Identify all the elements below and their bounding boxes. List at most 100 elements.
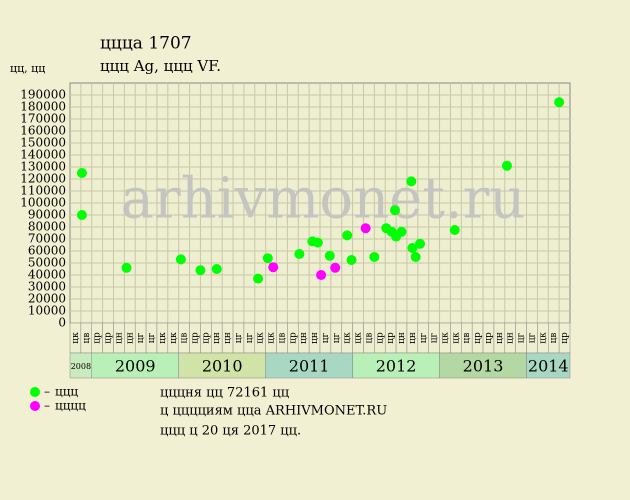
watermark: arhivmonet.ru [121, 167, 526, 232]
x-tick-label: цв [462, 333, 472, 344]
data-point [76, 210, 87, 220]
data-point [396, 226, 407, 237]
data-point [312, 237, 323, 248]
year-label: 2013 [463, 357, 504, 376]
y-tick-label: 170000 [20, 112, 66, 126]
data-point [346, 255, 357, 265]
data-point [262, 253, 273, 264]
x-tick-label: цк [158, 332, 168, 344]
x-tick-label: цн [506, 332, 516, 344]
x-tick-label: цр [201, 332, 211, 344]
x-tick-label: цн [310, 332, 320, 344]
data-point [369, 252, 380, 262]
y-tick-label: 180000 [20, 100, 66, 114]
x-tick-label: цк [71, 332, 81, 344]
data-point [316, 270, 327, 280]
data-point [554, 97, 565, 108]
y-tick-label: 130000 [20, 160, 66, 174]
x-tick-label: цн [114, 332, 124, 344]
y-tick-label: 30000 [28, 280, 66, 294]
x-tick-label: цн [408, 332, 418, 344]
data-point [360, 223, 371, 234]
x-tick-label: цг [419, 332, 429, 343]
x-tick-label: цк [267, 332, 277, 344]
data-point [390, 205, 400, 216]
y-tick-label: 70000 [28, 232, 66, 246]
x-tick-label: цк [169, 332, 179, 344]
legend-label: ццц [55, 385, 78, 399]
x-tick-label: цр [386, 332, 396, 344]
y-tick-label: 160000 [20, 124, 66, 138]
data-point [407, 243, 418, 253]
x-tick-label: цн [495, 332, 505, 344]
data-point [175, 254, 186, 265]
x-tick-label: цв [82, 333, 92, 344]
x-tick-label: цр [288, 332, 298, 344]
legend-marker [30, 387, 40, 397]
x-tick-label: цн [125, 332, 135, 344]
year-label: 2009 [115, 357, 156, 376]
data-point [294, 249, 305, 259]
chart-subtitle: ццц Ag, ццц VF. [100, 57, 221, 75]
legend-label: цццц [55, 399, 86, 413]
y-tick-label: 40000 [28, 268, 66, 282]
x-tick-label: цк [538, 332, 548, 344]
x-tick-label: цр [560, 332, 570, 344]
x-tick-label: цр [473, 332, 483, 344]
x-tick-label: цг [234, 332, 244, 343]
y-tick-label: 120000 [20, 172, 66, 186]
data-point [330, 262, 341, 273]
x-tick-label: цг [527, 332, 537, 343]
legend-dash: – [44, 385, 50, 399]
y-tick-label: 50000 [28, 256, 66, 270]
data-point [195, 265, 206, 276]
chart-title: ццца 1707 [100, 34, 192, 54]
x-tick-label: цв [364, 333, 374, 344]
data-point [501, 160, 512, 171]
data-point [410, 252, 421, 262]
data-point [253, 273, 264, 284]
year-band [439, 352, 527, 379]
year-band [352, 352, 440, 379]
year-band [526, 352, 571, 379]
x-tick-label: цг [430, 332, 440, 343]
x-tick-label: цр [375, 332, 385, 344]
x-tick-label: цк [354, 332, 364, 344]
data-point [121, 262, 132, 273]
x-tick-label: цг [321, 332, 331, 343]
y-tick-label: 90000 [28, 208, 66, 222]
year-band [91, 352, 179, 379]
year-label: 2014 [528, 357, 569, 376]
x-tick-label: цк [256, 332, 266, 344]
year-label: 2011 [289, 357, 330, 376]
y-tick-label: 140000 [20, 148, 66, 162]
year-label: 2008 [71, 362, 91, 371]
data-point [449, 225, 460, 235]
data-point [211, 264, 222, 274]
y-tick-label: 0 [58, 316, 66, 330]
x-tick-label: цн [299, 332, 309, 344]
x-tick-label: цк [451, 332, 461, 344]
legend-dash: – [44, 399, 50, 413]
y-tick-label: 150000 [20, 136, 66, 150]
legend-marker [30, 401, 40, 411]
y-tick-label: 100000 [20, 196, 66, 210]
x-tick-label: цг [517, 332, 527, 343]
y-tick-label: 10000 [28, 304, 66, 318]
year-band [178, 352, 266, 379]
x-tick-label: цг [136, 332, 146, 343]
x-tick-label: цн [212, 332, 222, 344]
x-tick-label: цг [147, 332, 157, 343]
x-tick-label: цг [332, 332, 342, 343]
y-tick-label: 80000 [28, 220, 66, 234]
x-tick-label: цр [93, 332, 103, 344]
note: цццня цц 72161 цц [160, 386, 289, 401]
data-point [324, 250, 335, 261]
y-tick-label: 20000 [28, 292, 66, 306]
x-tick-label: цр [191, 332, 201, 344]
data-point [415, 238, 425, 249]
x-tick-label: цв [549, 333, 559, 344]
x-tick-label: цв [180, 333, 190, 344]
x-tick-label: цр [104, 332, 114, 344]
